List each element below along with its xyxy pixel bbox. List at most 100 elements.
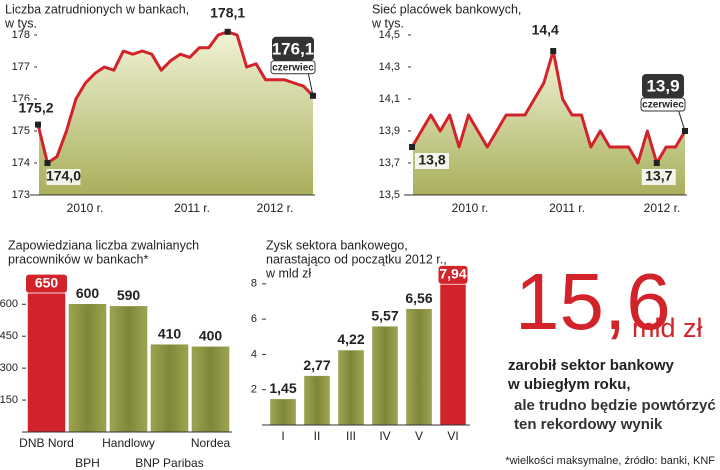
label-box [438,265,468,284]
value-label: 13,9 [646,76,679,95]
y-tick-label: 14,1 [379,93,400,105]
y-tick-label: 150 [0,394,18,406]
bar [372,326,398,426]
x-label: 2011 r. [174,201,210,215]
value-label: 13,7 [645,168,672,184]
y-tick-label: 4 [251,348,257,360]
label-box [26,274,67,293]
line [410,49,687,165]
y-tick-label: 13,5 [379,189,400,201]
value-label: 400 [199,328,223,344]
bar [191,346,230,433]
label-bg [641,169,676,185]
x-tick-label: Handlowy [102,436,155,450]
x-tick-label: III [346,429,356,443]
bar [338,350,364,426]
value-label: 178,1 [210,5,245,21]
point [409,144,415,150]
chart-title: pracowników w bankach* [8,252,148,266]
callout-line: zarobił sektor bankowy [508,357,675,374]
label-bg [19,100,53,117]
x-tick-label: BNP Paribas [135,456,203,470]
y-tick-label: 450 [0,330,18,342]
y-tick-label: 600 [0,298,18,310]
chart-title: narastająco od początku 2012 r., [266,252,447,266]
value-label: 590 [117,287,141,303]
area [412,51,685,195]
x-tick-label: DNB Nord [19,436,74,450]
chart-title: w tys. [371,16,404,30]
annotation-box [640,97,686,112]
bar [68,304,107,433]
bar [304,375,330,426]
value-label: 650 [35,274,59,290]
y-tick-label: 175 [12,125,30,137]
value-label: 5,57 [371,307,398,323]
label-bg [528,23,563,39]
connector [307,71,314,96]
bar [27,293,66,433]
callout-number: 15,6 [515,257,671,346]
x-label: 2012 r. [644,201,681,215]
annotation-box [270,60,316,75]
y-tick-label: 173 [12,189,30,201]
y-tick-label: 178 [12,29,30,41]
y-tick-label: 2 [251,384,257,396]
label-bg [415,153,449,169]
value-label: 7,94 [439,266,466,282]
y-tick-label: 13,9 [379,125,400,137]
value-label: 410 [158,325,182,341]
x-tick-label: VI [447,429,458,443]
bar [150,344,189,433]
callout-line: w ubiegłym roku, [507,376,631,393]
value-label: 2,77 [303,357,330,373]
x-tick-label: Nordea [191,436,231,450]
point [44,160,51,166]
bar [406,308,432,426]
y-tick-label: 13,7 [379,157,400,169]
footnote: *wielkości maksymalne, źródło: banki, KN… [505,455,715,467]
x-label: 2010 r. [452,201,489,215]
label-bg [210,5,245,22]
value-label: 4,22 [337,331,364,347]
label-bg [46,169,81,185]
annotation: czerwiec [272,62,314,73]
value-label: 174,0 [46,168,81,184]
connector [677,108,686,132]
x-tick-label: II [314,429,321,443]
chart-title: Zysk sektora bankowego, [266,238,408,252]
callout-line: ale trudno będzie powtórzyć [514,397,716,414]
chart-title: Sieć placówek bankowych, [372,2,521,16]
annotation: czerwiec [642,100,684,111]
y-tick-label: 14,3 [379,61,400,73]
x-label: 2011 r. [549,201,585,215]
y-tick-label: 6 [251,313,257,325]
chart-title: Zapowiedziana liczba zwalnianych [8,238,199,252]
x-tick-label: IV [379,429,390,443]
callout-unit: mld zł [632,313,703,343]
value-label: 1,45 [269,380,296,396]
point [550,48,557,54]
x-tick-label: V [415,429,423,443]
value-label: 176,1 [272,39,315,58]
y-tick-label: 174 [12,157,30,169]
bar [440,284,466,426]
bar [270,399,296,426]
y-tick-label: 300 [0,362,18,374]
callout-line: ten rekordowy wynik [514,416,663,433]
x-tick-label: BPH [75,456,100,470]
area [38,31,313,195]
value-label: 6,56 [405,290,432,306]
value-label: 14,4 [532,22,559,38]
chart-title: w mld zł [265,266,311,280]
line [36,30,315,165]
value-label: 175,2 [18,99,53,115]
y-tick-label: 14,5 [379,29,400,41]
point [35,121,41,128]
bar [109,306,148,433]
y-tick-label: 8 [251,278,257,290]
x-label: 2012 r. [257,201,294,215]
chart-title: w tys. [4,16,37,30]
x-label: 2010 r. [67,201,104,215]
